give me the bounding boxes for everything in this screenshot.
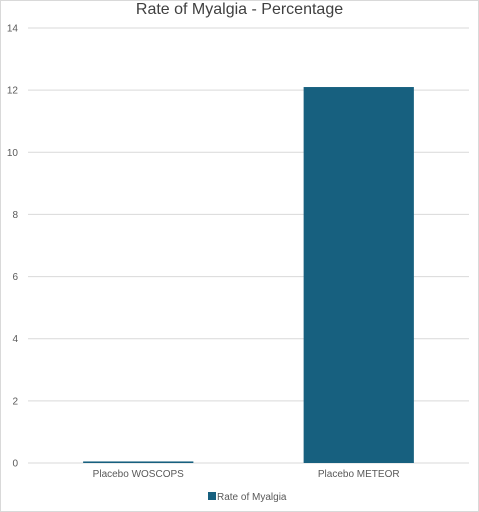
bar	[303, 87, 414, 464]
x-tick-label: Placebo METEOR	[318, 469, 400, 480]
y-tick-label: 14	[7, 24, 19, 35]
y-tick-label: 0	[12, 459, 18, 470]
y-tick-label: 4	[12, 334, 18, 345]
y-tick-label: 12	[7, 86, 19, 97]
x-tick-label: Placebo WOSCOPS	[93, 469, 184, 480]
bar	[83, 461, 194, 463]
y-tick-label: 8	[12, 210, 18, 221]
y-tick-label: 2	[12, 396, 18, 407]
y-tick-label: 10	[7, 148, 19, 159]
legend-label: Rate of Myalgia	[217, 492, 287, 503]
y-tick-label: 6	[12, 272, 18, 283]
legend-swatch	[208, 492, 216, 500]
chart-title: Rate of Myalgia - Percentage	[135, 1, 344, 18]
